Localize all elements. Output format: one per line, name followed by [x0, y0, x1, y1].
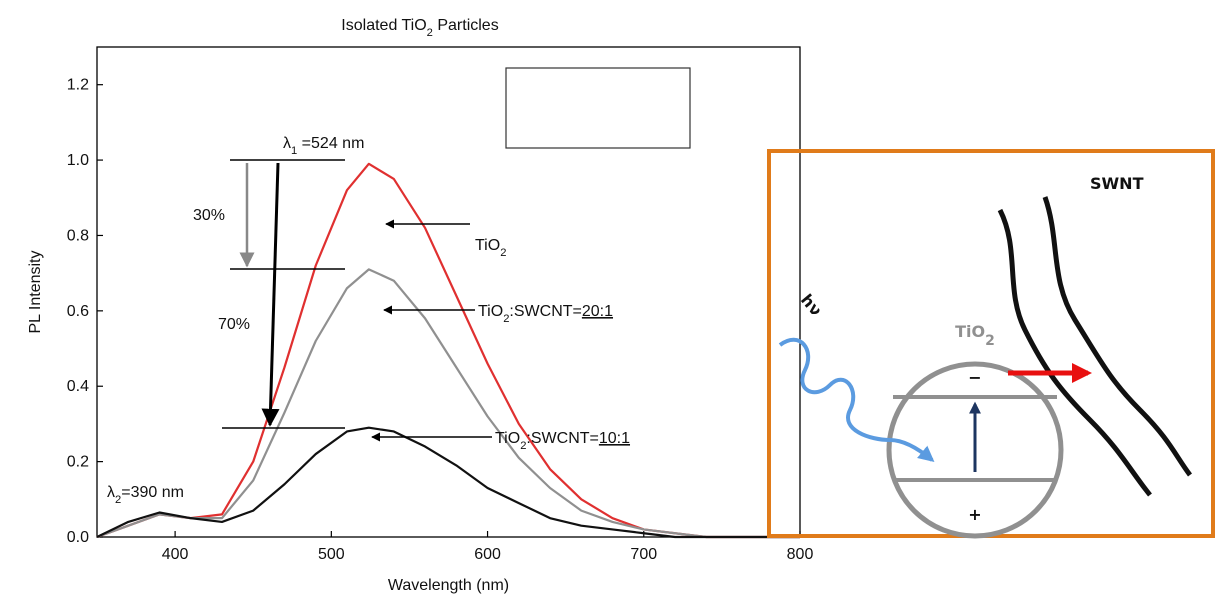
text-part: =390 nm — [121, 484, 184, 501]
annotation: λ1 =524 nm — [283, 135, 364, 157]
series-line — [96, 268, 800, 539]
text-part: 20:1 — [582, 303, 613, 320]
annotation-lines — [222, 159, 492, 442]
particle-label: TiO2 — [955, 322, 995, 349]
annotation: 70% — [218, 316, 250, 333]
minus-sign: − — [968, 368, 981, 387]
text-part: λ — [107, 484, 115, 501]
label-part: TiO — [955, 322, 985, 341]
annotation: TiO2 — [475, 237, 506, 259]
text-part: =524 nm — [297, 135, 364, 152]
annotation: λ2=390 nm — [107, 484, 184, 506]
plot-frame — [96, 46, 801, 538]
series-line — [96, 426, 800, 539]
annotation: 30% — [193, 207, 225, 224]
x-tick-label: 700 — [630, 546, 657, 563]
y-axis-title: PL Intensity — [27, 250, 44, 333]
x-tick-label: 600 — [474, 546, 501, 563]
text-part: λ — [283, 135, 291, 152]
y-tick-label: 1.0 — [67, 152, 89, 169]
y-tick-label: 0.0 — [67, 529, 89, 546]
y-tick-label: 0.4 — [67, 378, 89, 395]
nanotube — [1042, 196, 1193, 477]
diagram: SWNT TiO2 hν − + — [767, 149, 1215, 539]
photon-label: hν — [797, 290, 826, 319]
text-part: Particles — [433, 17, 499, 34]
x-tick-label: 500 — [318, 546, 345, 563]
text-part: 30% — [193, 207, 225, 224]
x-axis-title: Wavelength (nm) — [388, 577, 509, 594]
y-tick-label: 1.2 — [67, 77, 89, 94]
y-tick-label: 0.8 — [67, 227, 89, 244]
text-part: 10:1 — [599, 430, 630, 447]
text-part: 2 — [427, 27, 433, 39]
text-part: 2 — [503, 313, 509, 325]
info-box — [505, 67, 691, 149]
annotation: TiO2:SWCNT=20:1 — [478, 303, 613, 325]
text-part: 1 — [291, 145, 297, 157]
text-part: TiO — [475, 237, 500, 254]
text-part: 2 — [520, 440, 526, 452]
arrow — [261, 162, 280, 427]
y-tick-label: 0.6 — [67, 303, 89, 320]
plus-sign: + — [968, 505, 981, 524]
annotation: Isolated TiO2 Particles — [341, 17, 498, 39]
text-part: 70% — [218, 316, 250, 333]
text-part: TiO — [495, 430, 520, 447]
label-part: 2 — [985, 333, 995, 349]
text-part: :SWCNT= — [509, 303, 581, 320]
text-part: 2 — [500, 247, 506, 259]
annotation: TiO2:SWCNT=10:1 — [495, 430, 630, 452]
photon-wave — [778, 337, 935, 463]
text-part: TiO — [478, 303, 503, 320]
text-part: :SWCNT= — [526, 430, 598, 447]
text-part: Isolated TiO — [341, 17, 426, 34]
x-tick-label: 800 — [787, 546, 814, 563]
x-tick-label: 400 — [162, 546, 189, 563]
swnt-label: SWNT — [1090, 174, 1144, 193]
text-part: 2 — [115, 494, 121, 506]
y-tick-label: 0.2 — [67, 454, 89, 471]
